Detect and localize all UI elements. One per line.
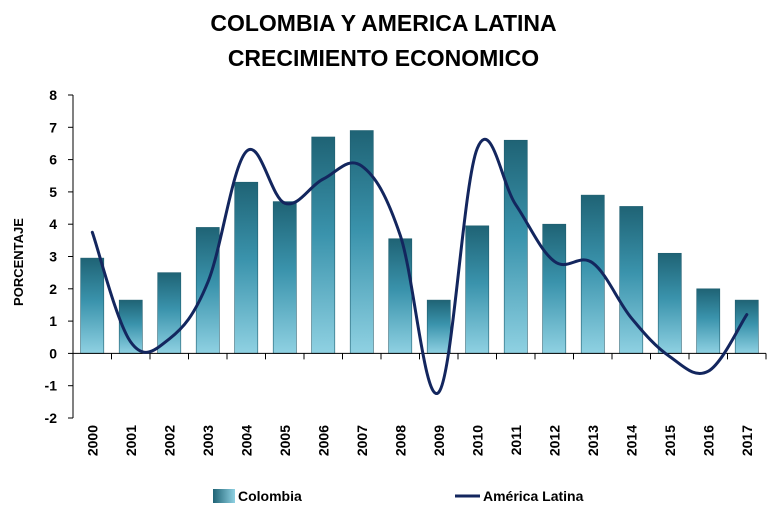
x-tick-label: 2007 [354, 425, 370, 456]
y-tick-label: 7 [49, 119, 57, 135]
y-tick-label: -2 [45, 410, 58, 426]
y-axis-title: PORCENTAJE [11, 218, 26, 306]
x-tick-label: 2010 [469, 425, 485, 456]
bar-colombia-2008 [388, 238, 413, 354]
bar-colombia-2005 [272, 201, 297, 354]
legend: Colombia América Latina [213, 488, 584, 504]
legend-label-america-latina: América Latina [483, 488, 584, 504]
x-tick-label: 2012 [546, 425, 562, 456]
x-tick-label: 2002 [161, 425, 177, 456]
chart-title: COLOMBIA Y AMERICA LATINA [210, 10, 557, 36]
x-axis: 2000 2001 2002 2003 2004 2005 2006 2007 2008 2009… [72, 352, 767, 456]
chart-subtitle: CRECIMIENTO ECONOMICO [227, 45, 540, 71]
bar-colombia-2016 [696, 288, 721, 354]
legend-swatch-colombia [213, 489, 235, 503]
america-latina-line [90, 137, 749, 395]
y-tick-label: 0 [49, 345, 57, 361]
bar-colombia-2002 [157, 272, 182, 354]
bar-colombia-2010 [465, 225, 490, 354]
bar-colombia-2004 [234, 181, 259, 354]
y-axis: 8 7 6 5 4 3 2 1 0 -1 -2 [45, 87, 74, 426]
y-tick-label: 2 [49, 281, 57, 297]
x-tick-label: 2015 [662, 425, 678, 456]
bar-colombia-2009 [426, 299, 451, 354]
bar-colombia-2000 [80, 257, 105, 354]
bar-colombia-2012 [542, 223, 567, 354]
x-tick-label: 2000 [84, 425, 100, 456]
y-tick-label: 3 [49, 249, 57, 265]
x-tick-label: 2008 [392, 425, 408, 456]
y-tick-label: 1 [49, 313, 57, 329]
x-tick-label: 2001 [123, 425, 139, 456]
legend-label-colombia: Colombia [238, 488, 302, 504]
series-line-america-latina [90, 137, 749, 395]
bar-colombia-2003 [195, 227, 220, 354]
y-tick-label: 5 [49, 184, 57, 200]
x-tick-label: 2016 [700, 425, 716, 456]
bar-colombia-2013 [580, 194, 605, 354]
x-tick-label: 2005 [277, 425, 293, 456]
x-tick-label: 2004 [238, 425, 254, 456]
y-tick-label: 6 [49, 152, 57, 168]
colombia-bars [80, 130, 759, 354]
x-tick-label: 2003 [200, 425, 216, 456]
bar-colombia-2011 [503, 139, 528, 354]
y-tick-label: 8 [49, 87, 57, 103]
bar-colombia-2014 [619, 206, 644, 354]
y-tick-label: 4 [49, 216, 57, 232]
x-tick-label: 2014 [623, 425, 639, 456]
x-tick-label: 2011 [508, 425, 524, 456]
x-tick-label: 2013 [585, 425, 601, 456]
bar-colombia-2006 [311, 136, 336, 354]
x-tick-label: 2009 [431, 425, 447, 456]
y-tick-label: -1 [45, 378, 58, 394]
bar-colombia-2015 [657, 252, 682, 354]
x-tick-label: 2017 [739, 425, 755, 456]
x-tick-label: 2006 [315, 425, 331, 456]
